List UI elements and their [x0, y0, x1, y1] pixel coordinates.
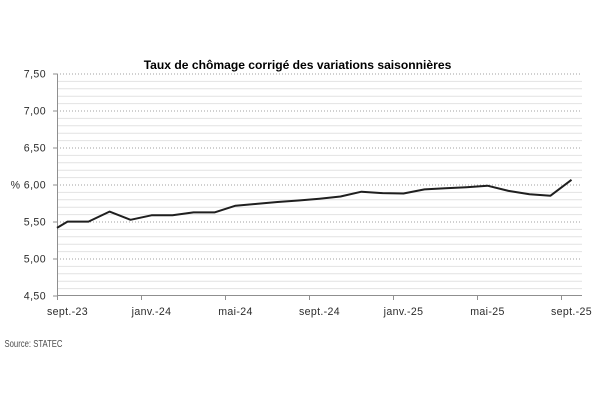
- svg-text:janv.-24: janv.-24: [131, 306, 172, 318]
- svg-text:7,00: 7,00: [24, 106, 46, 118]
- svg-text:Source: STATEC: Source: STATEC: [5, 339, 63, 350]
- svg-text:sept.-23: sept.-23: [47, 306, 88, 318]
- svg-text:mai-24: mai-24: [218, 306, 252, 318]
- svg-text:mai-25: mai-25: [470, 306, 504, 318]
- svg-text:sept.-24: sept.-24: [299, 306, 340, 318]
- svg-text:4,50: 4,50: [24, 291, 46, 303]
- svg-text:% 6,00: % 6,00: [11, 180, 46, 192]
- svg-text:sept.-25: sept.-25: [551, 306, 592, 318]
- svg-text:5,50: 5,50: [24, 217, 46, 229]
- svg-text:6,50: 6,50: [24, 143, 46, 155]
- svg-text:Taux de chômage corrigé des va: Taux de chômage corrigé des variations s…: [144, 58, 452, 72]
- svg-text:5,00: 5,00: [24, 254, 46, 266]
- svg-text:7,50: 7,50: [24, 69, 46, 81]
- svg-text:janv.-25: janv.-25: [383, 306, 424, 318]
